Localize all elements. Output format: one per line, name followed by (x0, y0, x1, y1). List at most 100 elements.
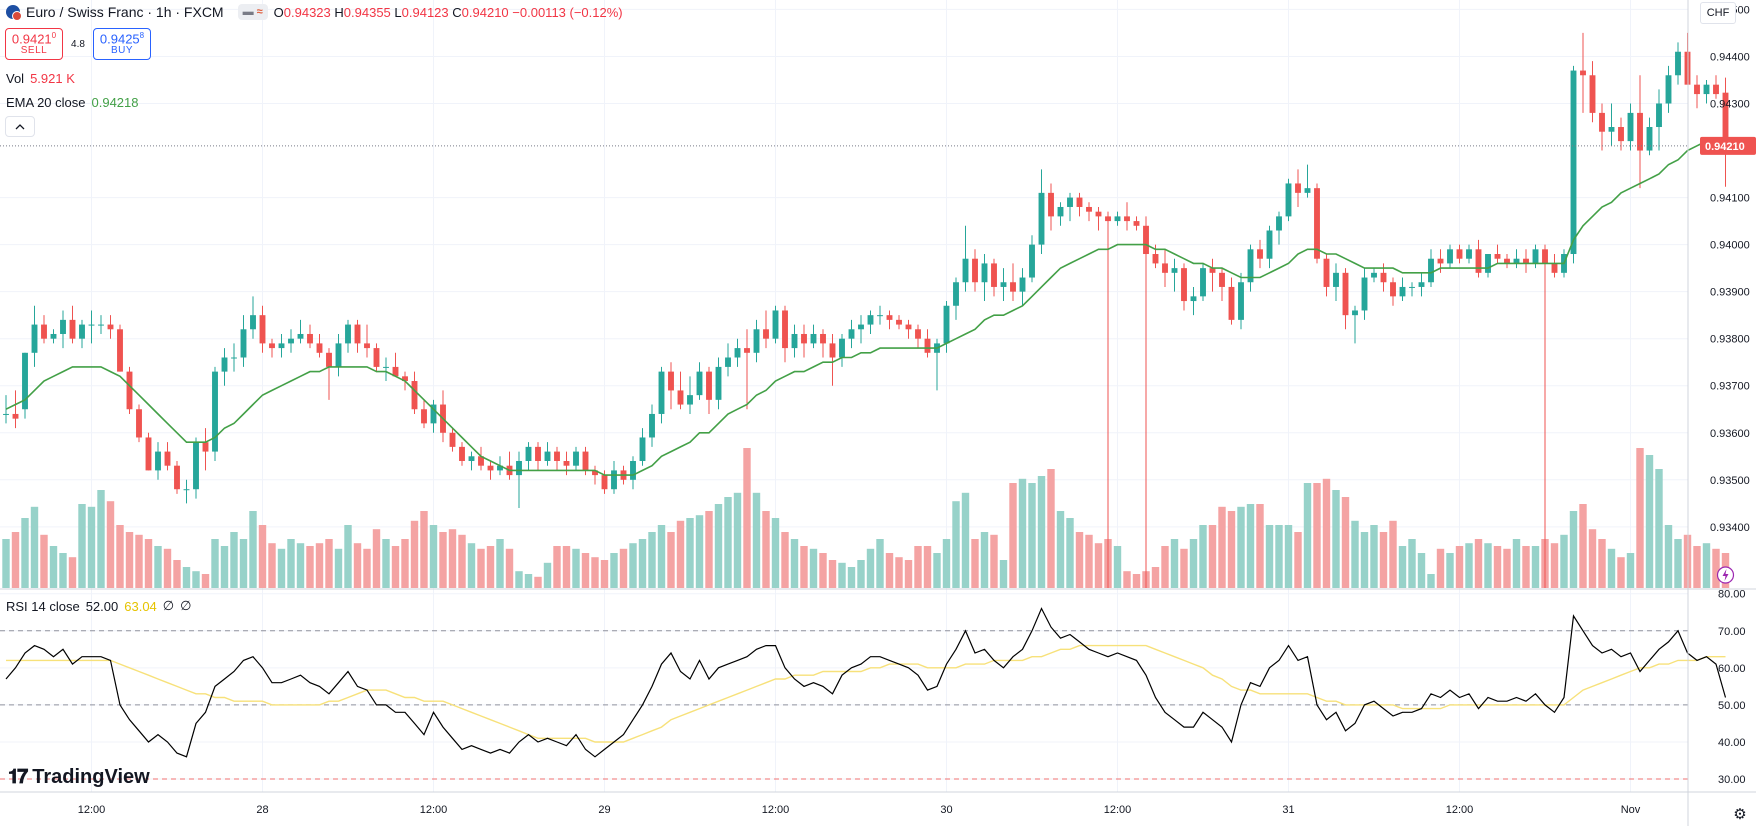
candle-body[interactable] (183, 489, 190, 491)
candle-body[interactable] (136, 409, 142, 438)
candle-body[interactable] (1504, 258, 1510, 264)
candle-body[interactable] (1390, 282, 1396, 297)
candle[interactable] (1627, 103, 1634, 151)
candle[interactable] (1076, 192, 1083, 217)
candle-body[interactable] (592, 470, 598, 476)
candle-body[interactable] (611, 470, 617, 490)
candle[interactable] (411, 371, 418, 414)
candle-body[interactable] (1599, 112, 1605, 132)
candle[interactable] (573, 446, 579, 471)
candle-body[interactable] (497, 465, 503, 471)
settings-gear-icon[interactable]: ⚙ (1733, 806, 1747, 823)
candle-body[interactable] (1675, 51, 1681, 76)
candle[interactable] (829, 333, 836, 386)
candle[interactable] (1095, 206, 1102, 231)
candle[interactable] (383, 357, 389, 382)
candle[interactable] (668, 362, 674, 410)
candle-body[interactable] (259, 315, 266, 344)
candle-body[interactable] (297, 333, 304, 339)
candle[interactable] (1276, 211, 1282, 245)
candle[interactable] (240, 315, 247, 367)
candle-body[interactable] (1589, 75, 1596, 113)
candle[interactable] (506, 451, 513, 480)
candle-body[interactable] (402, 376, 408, 382)
candle-body[interactable] (1703, 84, 1710, 95)
candle-body[interactable] (364, 343, 370, 349)
candle-body[interactable] (3, 413, 9, 415)
ema-legend[interactable]: EMA 20 close 0.94218 (6, 95, 139, 110)
candle[interactable] (98, 315, 104, 334)
candle[interactable] (782, 305, 788, 363)
candle-body[interactable] (478, 456, 484, 466)
candle[interactable] (269, 338, 275, 358)
candle-body[interactable] (1114, 216, 1121, 222)
candle[interactable] (753, 319, 760, 363)
candle[interactable] (810, 324, 817, 349)
currency-selector[interactable]: CHF (1700, 2, 1736, 24)
candle[interactable] (3, 395, 9, 424)
candle[interactable] (1010, 263, 1016, 302)
symbol-title[interactable]: Euro / Swiss Franc · 1h · FXCM (26, 4, 224, 20)
candle[interactable] (1485, 254, 1491, 278)
candle[interactable] (421, 399, 427, 429)
candle[interactable] (221, 348, 228, 386)
candle-body[interactable] (392, 366, 399, 377)
candle[interactable] (525, 442, 532, 471)
candle-body[interactable] (1371, 272, 1377, 278)
candle-body[interactable] (269, 343, 275, 349)
candle-body[interactable] (12, 413, 19, 419)
candle[interactable] (174, 460, 180, 494)
candle-body[interactable] (155, 451, 161, 471)
candle-body[interactable] (1152, 254, 1159, 264)
candle[interactable] (1409, 282, 1415, 297)
candle-body[interactable] (677, 390, 684, 405)
candle[interactable] (1057, 202, 1064, 226)
candle[interactable] (1618, 117, 1624, 151)
candle-body[interactable] (335, 343, 342, 367)
candle[interactable] (60, 310, 66, 349)
candle[interactable] (288, 329, 294, 353)
candle-body[interactable] (1285, 183, 1292, 217)
time-axis[interactable]: 12:00 28 12:00 29 12:00 30 12:00 31 12:00 Nov (78, 804, 1641, 816)
candle[interactable] (649, 404, 655, 447)
candle-body[interactable] (601, 475, 608, 490)
candle[interactable] (1019, 268, 1026, 306)
candle-body[interactable] (1380, 272, 1387, 283)
candle-body[interactable] (126, 371, 133, 410)
candle-body[interactable] (535, 446, 541, 461)
candle-body[interactable] (1247, 249, 1254, 283)
candle[interactable] (630, 456, 636, 490)
flash-icon[interactable] (1716, 566, 1735, 584)
candle-body[interactable] (487, 465, 494, 471)
candle[interactable] (1067, 192, 1073, 222)
candle-body[interactable] (791, 333, 798, 349)
candle[interactable] (1665, 65, 1672, 113)
candle[interactable] (592, 465, 598, 485)
candle[interactable] (212, 366, 218, 461)
candle-body[interactable] (307, 333, 313, 344)
candle[interactable] (687, 376, 693, 414)
candle-body[interactable] (715, 366, 722, 400)
candle[interactable] (516, 451, 522, 509)
candle[interactable] (373, 343, 380, 372)
candle-body[interactable] (1665, 75, 1672, 104)
candle-body[interactable] (250, 315, 256, 330)
candle[interactable] (924, 329, 931, 358)
candle[interactable] (1304, 164, 1311, 198)
candle-body[interactable] (174, 465, 180, 490)
candle-body[interactable] (1000, 282, 1007, 287)
candle[interactable] (1342, 268, 1349, 330)
candle-body[interactable] (1209, 268, 1216, 273)
candle-body[interactable] (1418, 282, 1425, 287)
candle[interactable] (1285, 178, 1292, 222)
candle[interactable] (468, 451, 475, 471)
candle-body[interactable] (41, 324, 47, 339)
candle-body[interactable] (658, 371, 665, 414)
candle-body[interactable] (1627, 112, 1634, 142)
candle[interactable] (1494, 244, 1501, 264)
candle-body[interactable] (421, 409, 427, 424)
candle[interactable] (1570, 65, 1577, 264)
price-axis[interactable]: 0.945000.944000.943000.941000.940000.939… (1700, 4, 1756, 786)
candle[interactable] (915, 324, 921, 349)
